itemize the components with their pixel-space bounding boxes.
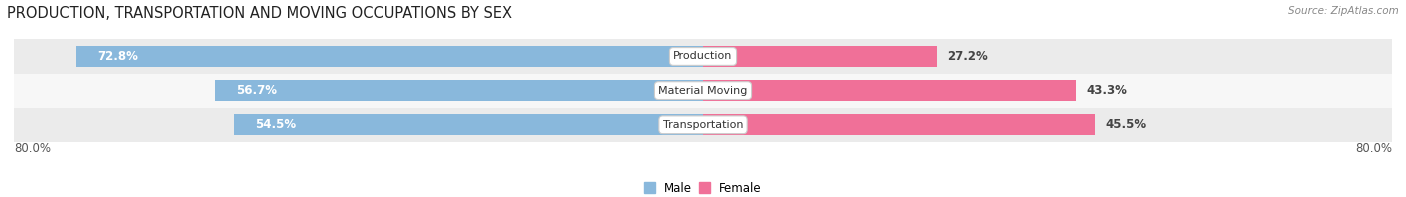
Bar (703, 114, 1095, 135)
Text: Material Moving: Material Moving (658, 86, 748, 96)
Bar (703, 46, 938, 67)
Text: 45.5%: 45.5% (1105, 118, 1146, 131)
Text: 54.5%: 54.5% (256, 118, 297, 131)
Text: Source: ZipAtlas.com: Source: ZipAtlas.com (1288, 6, 1399, 16)
Bar (14, 73, 1392, 108)
Text: Transportation: Transportation (662, 120, 744, 130)
Text: 80.0%: 80.0% (14, 142, 51, 155)
Text: 80.0%: 80.0% (1355, 142, 1392, 155)
Text: 56.7%: 56.7% (236, 84, 277, 97)
Text: Production: Production (673, 51, 733, 61)
Bar (703, 80, 1076, 101)
Text: 72.8%: 72.8% (97, 50, 138, 63)
Bar (14, 108, 1392, 142)
Bar (76, 46, 703, 67)
Text: 27.2%: 27.2% (948, 50, 988, 63)
Text: PRODUCTION, TRANSPORTATION AND MOVING OCCUPATIONS BY SEX: PRODUCTION, TRANSPORTATION AND MOVING OC… (7, 6, 512, 21)
Text: 43.3%: 43.3% (1087, 84, 1128, 97)
Bar (215, 80, 703, 101)
Bar (233, 114, 703, 135)
Legend: Male, Female: Male, Female (640, 177, 766, 197)
Bar (14, 39, 1392, 73)
